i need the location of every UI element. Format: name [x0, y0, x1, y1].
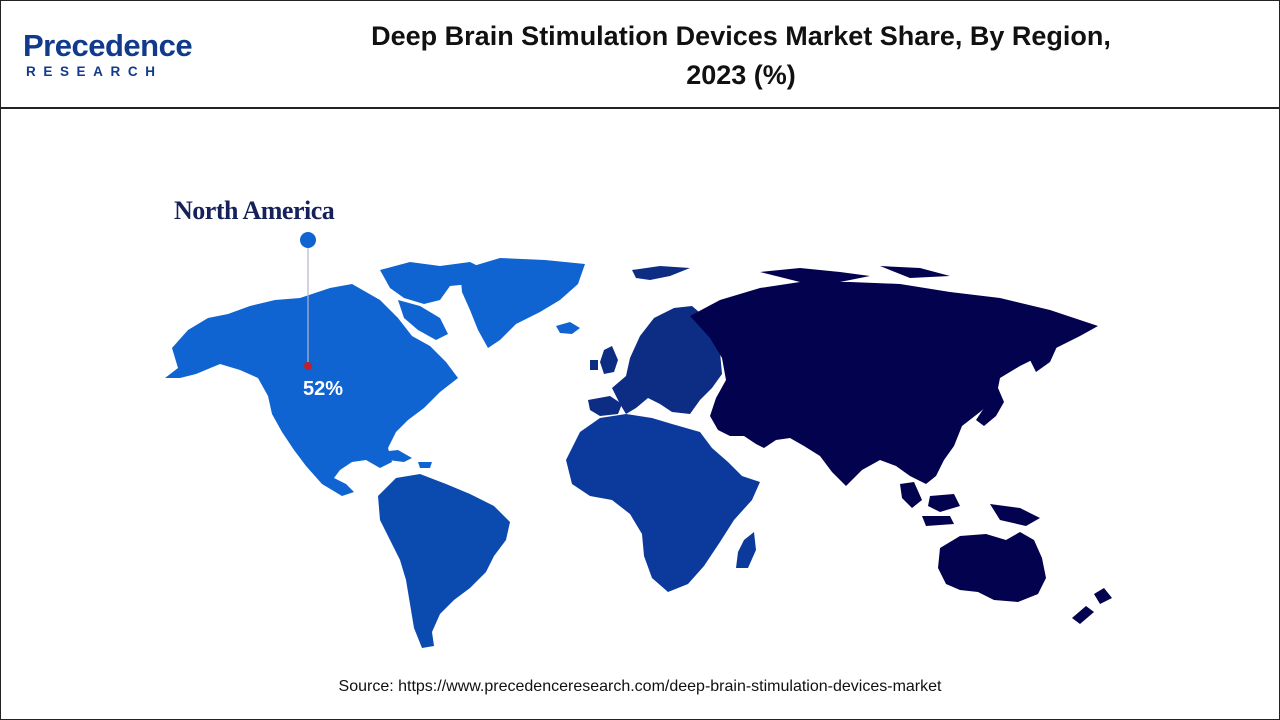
title-line-2: 2023 (%) — [686, 60, 796, 90]
iberia — [588, 396, 622, 416]
australia — [938, 532, 1046, 602]
region-name-label: North America — [174, 196, 335, 225]
market-share-label: 52% — [303, 378, 344, 400]
greenland — [460, 258, 585, 348]
baffin-island — [398, 300, 448, 340]
region-asia-pacific — [690, 266, 1112, 624]
precedence-research-logo: Precedence RESEARCH — [23, 29, 223, 85]
britain-ireland — [590, 346, 618, 374]
title-line-1: Deep Brain Stimulation Devices Market Sh… — [371, 21, 1111, 51]
logo-wordmark: Precedence — [23, 28, 193, 63]
logo-subtitle: RESEARCH — [26, 64, 163, 79]
south-america-landmass — [378, 474, 510, 648]
region-south-america — [378, 474, 510, 648]
callout-pin-dot — [300, 232, 316, 248]
kamchatka — [1028, 330, 1060, 372]
japan — [976, 388, 1004, 426]
region-europe — [588, 266, 722, 416]
southeast-asia-islands — [900, 482, 1040, 526]
scandinavia-north — [632, 266, 690, 280]
north-america-callout — [300, 232, 316, 370]
source-citation: Source: https://www.precedenceresearch.c… — [338, 678, 942, 695]
chart-title: Deep Brain Stimulation Devices Market Sh… — [291, 17, 1191, 95]
header-bar: Precedence RESEARCH Deep Brain Stimulati… — [1, 1, 1279, 109]
north-america-landmass — [165, 284, 458, 496]
region-north-america — [165, 258, 585, 496]
europe-landmass — [612, 306, 722, 414]
arctic-siberia-islands — [760, 266, 950, 282]
madagascar — [736, 532, 756, 568]
africa-landmass — [566, 414, 760, 592]
iceland — [556, 322, 580, 334]
new-zealand — [1072, 588, 1112, 624]
asia-landmass — [690, 282, 1098, 486]
region-africa — [566, 414, 760, 592]
callout-marker-dot — [304, 362, 312, 370]
caribbean-islands — [380, 450, 432, 468]
